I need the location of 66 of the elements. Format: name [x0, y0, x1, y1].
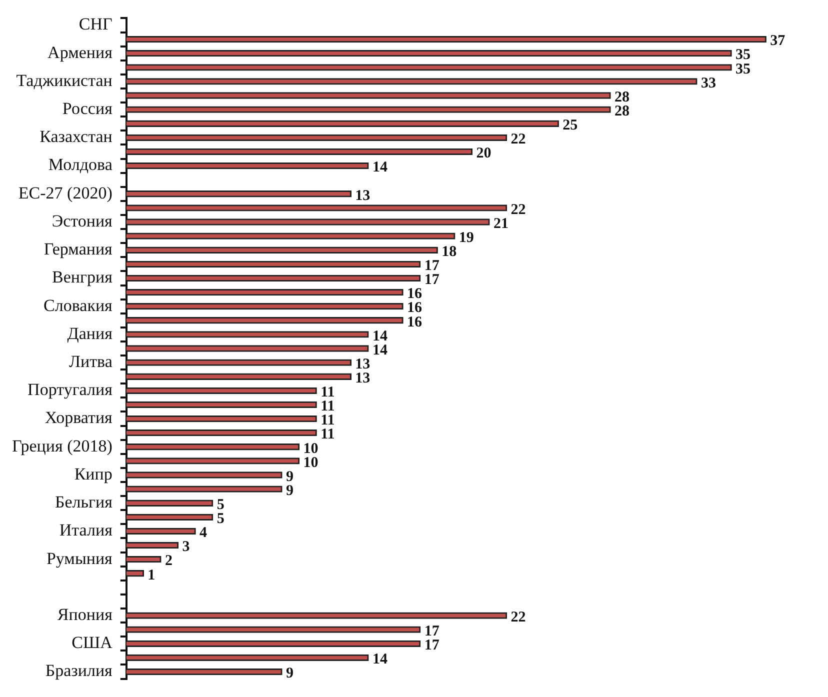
y-tick-label: Германия: [44, 240, 113, 259]
data-label: 14: [372, 160, 388, 176]
data-label: 13: [355, 188, 370, 204]
data-label: 2: [164, 553, 172, 570]
data-label: 17: [424, 638, 440, 654]
y-tick-label: Армения: [48, 42, 113, 62]
y-tick-label: Хорватия: [44, 408, 113, 428]
data-label: 9: [286, 468, 294, 485]
data-label: 13: [355, 370, 370, 386]
y-tick-label: Кипр: [74, 464, 112, 484]
data-label: 10: [303, 440, 318, 457]
data-label: 35: [736, 61, 751, 78]
data-label: 5: [216, 511, 224, 528]
y-tick-label: Греция (2018): [12, 436, 112, 456]
data-label: 17: [424, 272, 440, 288]
y-tick-label: Молдова: [48, 155, 113, 174]
data-label: 25: [562, 117, 578, 134]
data-label: 17: [424, 623, 440, 640]
data-label: 16: [407, 314, 423, 330]
y-tick-label: Бразилия: [45, 661, 113, 680]
y-tick-label: США: [72, 633, 114, 652]
data-label: 21: [493, 216, 508, 232]
data-label: 35: [736, 47, 751, 64]
data-label: 18: [442, 244, 457, 260]
data-label: 1: [148, 567, 156, 584]
data-label: 13: [355, 356, 370, 372]
data-label: 28: [614, 89, 630, 106]
y-tick-label: Япония: [57, 605, 113, 624]
data-label: 22: [510, 202, 526, 218]
y-tick-label: Италия: [59, 520, 113, 540]
y-tick-label: Венгрия: [52, 268, 113, 287]
y-tick-label: Эстония: [52, 211, 113, 230]
data-label: 11: [320, 412, 335, 429]
y-tick-label: Таджикистан: [16, 70, 112, 90]
y-tick-label: Казахстан: [40, 127, 112, 146]
data-label: 14: [372, 342, 388, 358]
data-label: 5: [216, 496, 224, 513]
data-label: 20: [476, 146, 492, 162]
y-tick-label: Словакия: [44, 296, 113, 315]
data-label: 9: [286, 482, 294, 499]
data-label: 11: [320, 384, 335, 401]
data-label: 22: [510, 609, 526, 626]
data-label: 28: [614, 103, 630, 120]
y-tick-label: СНГ: [78, 14, 113, 34]
data-label: 14: [372, 652, 388, 668]
y-tick-label: Бельгия: [54, 492, 113, 512]
data-label: 4: [200, 525, 208, 542]
data-label: 14: [372, 328, 388, 344]
y-tick-label: Россия: [62, 99, 113, 118]
data-label: 19: [458, 230, 474, 246]
data-label: 9: [286, 666, 294, 682]
data-label: 37: [770, 33, 786, 50]
data-label: 16: [407, 286, 423, 302]
y-tick-label: Португалия: [28, 380, 113, 400]
data-label: 16: [407, 300, 423, 316]
data-label: 33: [700, 75, 716, 92]
data-label: 10: [303, 454, 318, 471]
y-tick-label: ЕС-27 (2020): [18, 183, 112, 202]
data-label: 3: [182, 539, 190, 556]
data-label: 11: [320, 398, 335, 415]
y-tick-label: Дания: [67, 324, 113, 343]
data-label: 11: [320, 426, 335, 443]
y-tick-label: Румыния: [46, 548, 113, 568]
data-label: 17: [424, 258, 440, 274]
data-label: 22: [510, 132, 526, 148]
y-tick-label: Литва: [68, 352, 113, 372]
